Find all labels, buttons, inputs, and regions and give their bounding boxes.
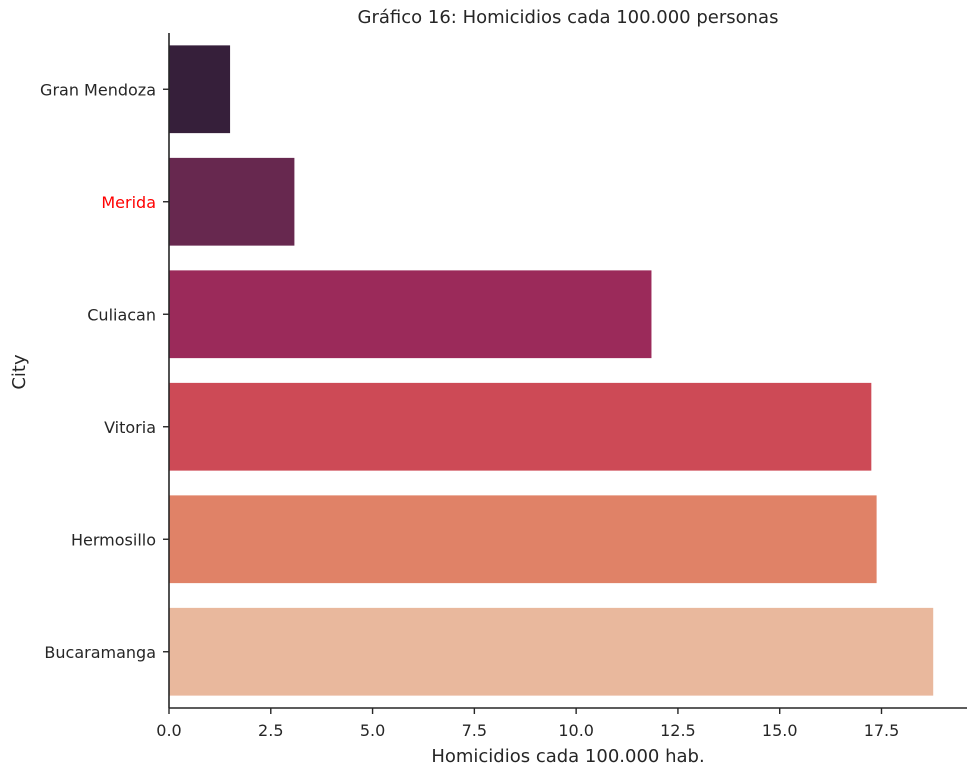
y-axis-label: City bbox=[9, 354, 30, 390]
y-tick-label-merida: Merida bbox=[101, 193, 156, 212]
bars-group bbox=[169, 45, 934, 696]
bar-merida bbox=[169, 157, 295, 246]
x-tick-label-5: 12.5 bbox=[660, 721, 696, 740]
x-tick-label-4: 10.0 bbox=[558, 721, 594, 740]
bar-culiacan bbox=[169, 270, 652, 359]
y-tick-label-culiacan: Culiacan bbox=[87, 305, 156, 324]
bar-bucaramanga bbox=[169, 607, 934, 696]
y-tick-label-vitoria: Vitoria bbox=[104, 418, 156, 437]
bar-hermosillo bbox=[169, 495, 877, 584]
x-tick-label-0: 0.0 bbox=[156, 721, 181, 740]
chart-title: Gráfico 16: Homicidios cada 100.000 pers… bbox=[358, 7, 779, 28]
y-tick-label-gran-mendoza: Gran Mendoza bbox=[40, 80, 156, 99]
x-tick-label-2: 5.0 bbox=[360, 721, 385, 740]
y-tick-label-hermosillo: Hermosillo bbox=[71, 530, 156, 549]
x-tick-label-1: 2.5 bbox=[258, 721, 283, 740]
bar-vitoria bbox=[169, 382, 872, 471]
y-tick-label-bucaramanga: Bucaramanga bbox=[44, 643, 156, 662]
x-tick-label-6: 15.0 bbox=[762, 721, 798, 740]
bar-gran-mendoza bbox=[169, 45, 231, 134]
x-tick-label-7: 17.5 bbox=[864, 721, 900, 740]
y-axis-ticks: Gran Mendoza Merida Culiacan Vitoria Hermosi… bbox=[40, 80, 169, 662]
x-axis-label: Homicidios cada 100.000 hab. bbox=[431, 746, 704, 767]
x-tick-label-3: 7.5 bbox=[462, 721, 487, 740]
x-axis-ticks: 0.0 2.5 5.0 7.5 10.0 12.5 15.0 17.5 bbox=[156, 708, 899, 740]
